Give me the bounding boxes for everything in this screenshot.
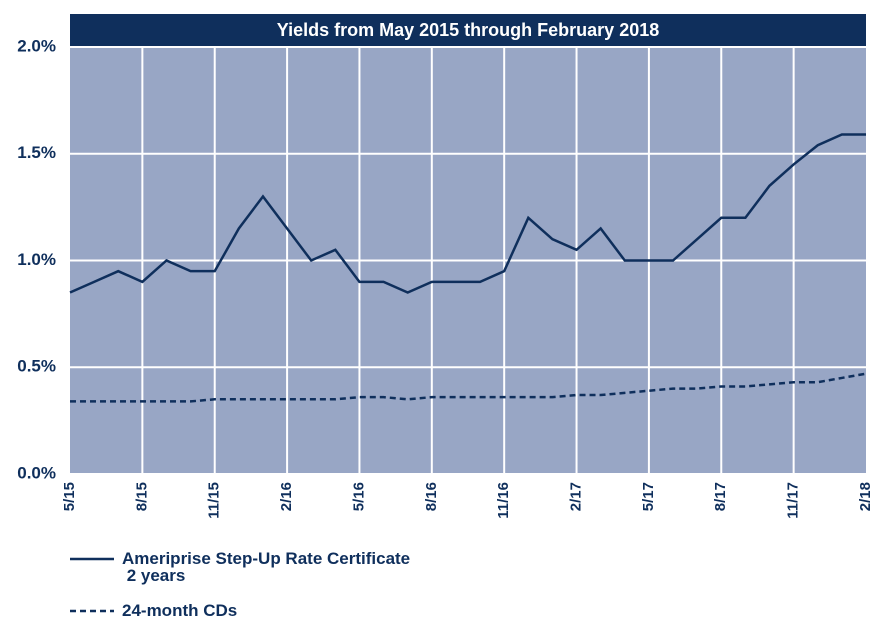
legend-swatch <box>70 609 114 613</box>
x-tick-label: 11/16 <box>495 482 512 519</box>
legend-item: 24-month CDs <box>70 602 237 619</box>
legend-label: 24-month CDs <box>122 601 238 620</box>
series-line <box>69 133 866 294</box>
x-tick-label: 5/17 <box>640 482 657 511</box>
x-tick-label: 2/18 <box>857 482 874 511</box>
legend-label: Ameriprise Step-Up Rate Certificate 2 ye… <box>122 549 411 585</box>
chart-title: Yields from May 2015 through February 20… <box>277 20 659 40</box>
x-tick-label: 5/16 <box>350 482 367 511</box>
x-tick-label: 5/15 <box>61 482 78 511</box>
legend-item: Ameriprise Step-Up Rate Certificate 2 ye… <box>70 550 410 584</box>
x-tick-label: 8/16 <box>423 482 440 511</box>
x-tick-label: 11/17 <box>785 482 802 519</box>
x-tick-label: 2/17 <box>568 482 585 511</box>
y-tick-label: 1.5% <box>17 143 56 162</box>
y-tick-label: 0.0% <box>17 463 56 482</box>
series-line <box>70 372 867 403</box>
x-tick-label: 11/15 <box>206 482 223 519</box>
x-tick-label: 8/17 <box>712 482 729 511</box>
y-tick-label: 1.0% <box>17 250 56 269</box>
x-tick-label: 8/15 <box>133 482 150 511</box>
title-bar <box>70 14 866 47</box>
x-tick-label: 2/16 <box>278 482 295 511</box>
y-tick-label: 2.0% <box>17 36 56 55</box>
legend-swatch <box>70 557 114 561</box>
y-tick-label: 0.5% <box>17 357 56 376</box>
